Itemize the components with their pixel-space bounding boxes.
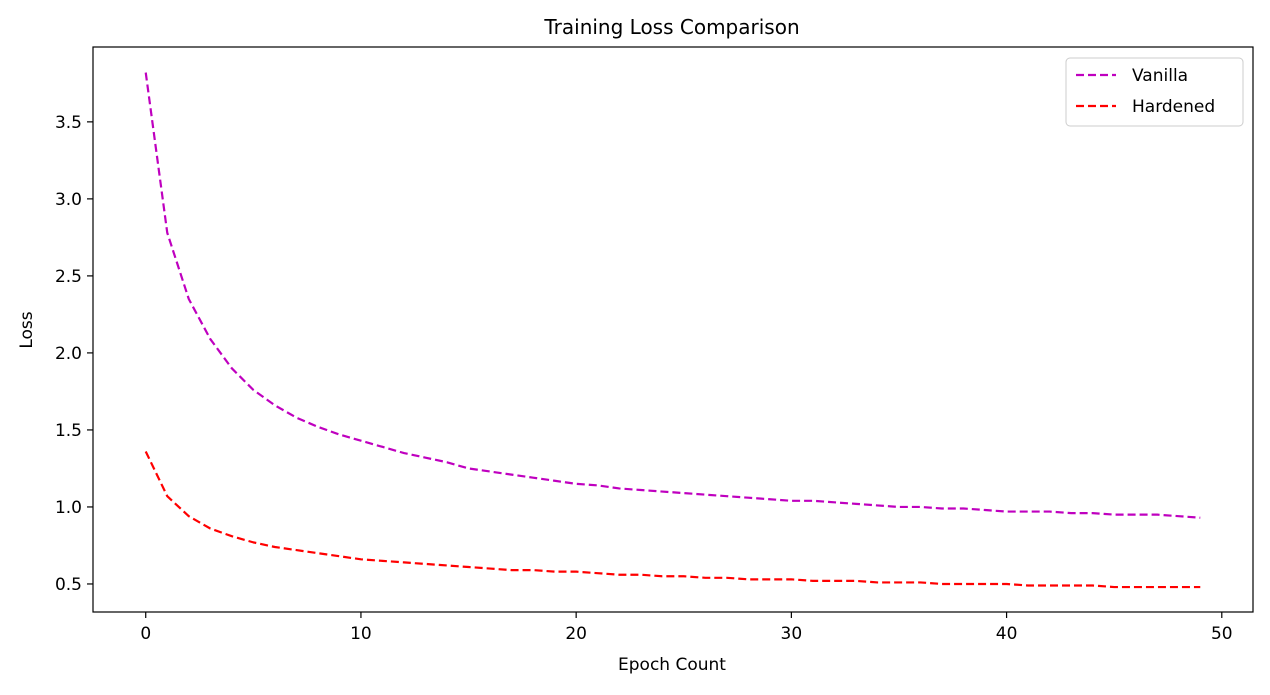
y-tick-label: 3.5 (55, 113, 82, 133)
y-tick-label: 3.0 (55, 190, 82, 210)
series-layer (144, 72, 1201, 589)
x-tick-label: 0 (140, 624, 151, 644)
y-tick-label: 1.0 (55, 498, 82, 518)
y-tick-label: 1.5 (55, 421, 82, 441)
y-tick-label: 2.0 (55, 344, 82, 364)
y-axis-ticks: 0.5 1.0 1.5 2.0 2.5 3.0 3.5 (55, 113, 93, 595)
x-tick-label: 40 (996, 624, 1018, 644)
legend-label-hardened: Hardened (1132, 97, 1215, 117)
x-tick-label: 50 (1211, 624, 1233, 644)
legend-box (1065, 57, 1244, 127)
x-axis-label: Epoch Count (618, 655, 726, 675)
chart-title: Training Loss Comparison (543, 15, 799, 39)
series-line-vanilla (144, 72, 1201, 519)
x-tick-label: 20 (565, 624, 587, 644)
series-line-hardened (144, 451, 1201, 589)
legend-label-vanilla: Vanilla (1132, 66, 1188, 86)
x-tick-label: 10 (350, 624, 372, 644)
y-tick-label: 2.5 (55, 267, 82, 287)
x-tick-label: 30 (781, 624, 803, 644)
y-axis-label: Loss (17, 311, 37, 348)
plot-area-frame (92, 46, 1254, 613)
x-axis-ticks: 0 10 20 30 40 50 (140, 612, 1233, 644)
legend: Vanilla Hardened (1065, 57, 1244, 127)
y-tick-label: 0.5 (55, 575, 82, 595)
